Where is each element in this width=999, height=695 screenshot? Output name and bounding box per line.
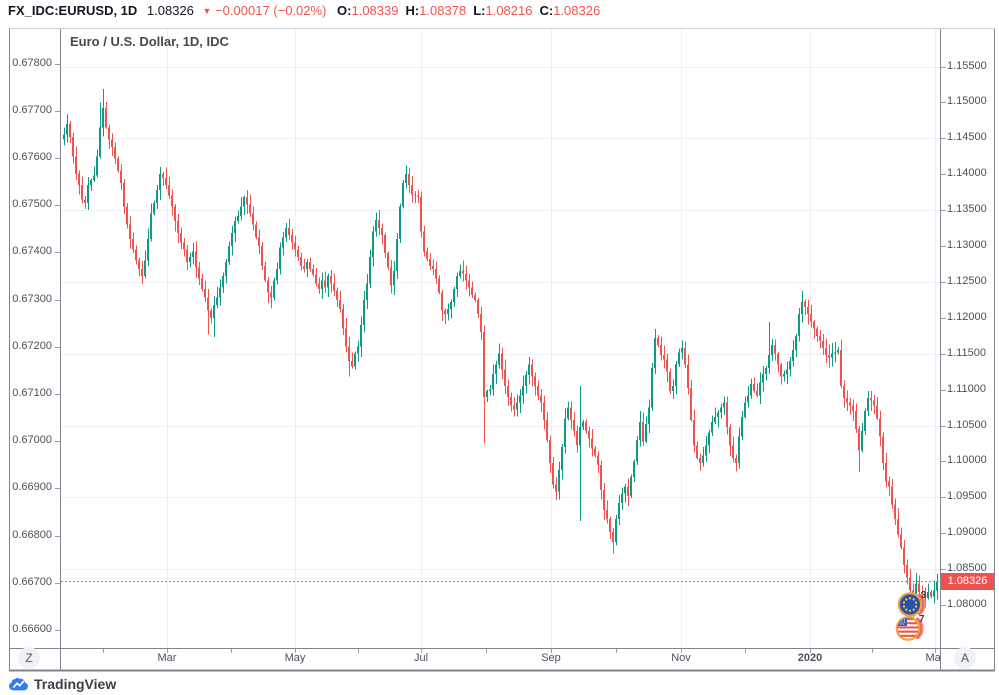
right-axis-label: 1.11500 [947, 346, 986, 359]
ohlc-value: 1.08339 [351, 3, 399, 18]
axis-ticks [55, 64, 946, 653]
right-axis-label: 1.14000 [947, 167, 987, 180]
right-price-axis[interactable]: 1.15500 1.15000 1.14500 1.14000 1.13500 1.130… [941, 0, 999, 648]
right-axis-label: 1.08000 [947, 598, 987, 610]
left-axis-label: 0.67600 [12, 151, 52, 164]
ohlc-label: H: [405, 3, 420, 18]
chart-borders [9, 28, 995, 672]
economic-event-eu-flag[interactable]: 3 [897, 590, 931, 618]
time-axis-label: May [284, 652, 306, 664]
ohlc-label: O: [337, 3, 352, 18]
ohlc-label: C: [539, 3, 554, 18]
time-axis-label: Sep [541, 652, 561, 664]
left-axis-label: 0.67800 [12, 56, 52, 69]
tradingview-logo-icon [9, 677, 28, 690]
chart-legend[interactable]: Euro / U.S. Dollar, 1D, IDC [70, 34, 229, 49]
gridlines [61, 29, 940, 648]
us-flag-icon [895, 616, 924, 641]
left-axis-label: 0.66600 [12, 622, 52, 635]
left-axis-label: 0.67200 [12, 339, 52, 352]
left-axis-label: 0.67500 [12, 198, 52, 211]
right-axis-label: 1.15500 [947, 59, 987, 72]
right-axis-label: 1.15000 [947, 95, 987, 108]
candles-group [63, 88, 939, 621]
right-axis-label: 1.13000 [947, 239, 987, 251]
event-count-badge: 7 [919, 614, 925, 625]
left-axis-label: 0.66700 [12, 575, 52, 588]
right-axis-label: 1.11000 [947, 382, 986, 395]
left-axis-label: 0.67700 [12, 103, 52, 116]
eu-flag-icon [897, 592, 926, 617]
time-axis-label: Mar [157, 652, 177, 664]
left-axis-label: 0.67300 [12, 292, 52, 305]
left-axis-label: 0.67000 [12, 434, 52, 447]
left-axis-label: 0.66800 [12, 528, 52, 541]
time-axis-label: Jul [413, 652, 429, 664]
symbol-header: FX_IDC:EURUSD, 1D 1.08326 ▼ −0.00017 (−0… [8, 3, 600, 18]
arrow-down-icon: ▼ [202, 6, 212, 16]
left-axis-label: 0.67400 [12, 245, 52, 258]
right-axis-label: 1.10000 [947, 454, 987, 467]
right-axis-label: 1.12500 [947, 274, 987, 287]
symbol-title: FX_IDC:EURUSD, 1D [8, 3, 138, 18]
ohlc-readout: O:1.08339 H:1.08378 L:1.08216 C:1.08326 [330, 3, 600, 18]
time-axis-label: Nov [671, 652, 691, 664]
ohlc-value: 1.08378 [419, 3, 467, 18]
timezone-button[interactable]: Z [18, 647, 40, 669]
right-axis-label: 1.08500 [947, 562, 987, 575]
left-axis-label: 0.66900 [12, 481, 52, 494]
event-count-badge: 3 [921, 590, 927, 601]
price-change: ▼ −0.00017 (−0.02%) [203, 3, 327, 18]
last-price-label: 1.08326 [941, 573, 994, 590]
left-price-axis[interactable]: 0.67800 0.67700 0.67600 0.67500 0.67400 0.673… [0, 0, 60, 648]
right-axis-label: 1.10500 [947, 418, 987, 431]
right-axis-label: 1.13500 [947, 203, 987, 216]
ohlc-value: 1.08216 [485, 3, 533, 18]
price-change-text: −0.00017 (−0.02%) [215, 3, 327, 18]
ohlc-value: 1.08326 [553, 3, 601, 18]
tradingview-logo-text: TradingView [34, 676, 117, 692]
economic-event-us-flag[interactable]: 7 [895, 614, 929, 642]
time-axis-label: Mar [925, 652, 940, 664]
right-axis-label: 1.14500 [947, 131, 987, 144]
left-axis-label: 0.67100 [12, 387, 52, 400]
tradingview-logo[interactable]: TradingView [8, 676, 116, 692]
right-axis-label: 1.09500 [947, 490, 987, 503]
time-axis-label: 2020 [797, 652, 823, 664]
last-price-value: 1.08326 [146, 3, 194, 18]
time-axis[interactable]: Mar May Jul Sep Nov 2020 Mar [60, 648, 940, 670]
right-axis-label: 1.09000 [947, 526, 987, 539]
auto-scale-button[interactable]: A [954, 647, 976, 669]
right-axis-label: 1.12000 [947, 310, 987, 323]
ohlc-label: L: [473, 3, 486, 18]
